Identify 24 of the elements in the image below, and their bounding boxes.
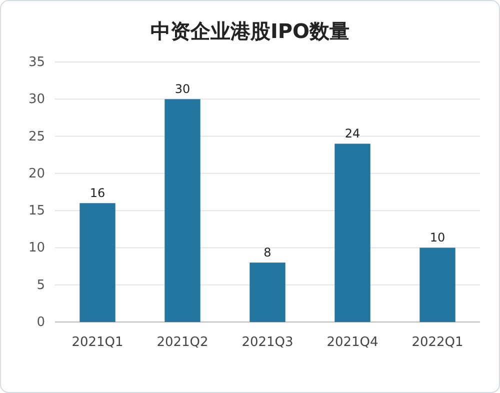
bar: [164, 99, 200, 322]
chart-title: 中资企业港股IPO数量: [150, 19, 350, 43]
data-label: 30: [174, 82, 190, 96]
x-tick-label: 2021Q3: [242, 335, 294, 350]
x-tick-label: 2021Q1: [72, 335, 124, 350]
bar: [250, 262, 286, 322]
data-label: 24: [344, 126, 360, 141]
y-tick-label: 35: [28, 55, 45, 70]
y-tick-label: 0: [36, 315, 45, 330]
y-tick-label: 15: [28, 204, 45, 219]
x-tick-label: 2022Q1: [412, 335, 464, 350]
y-tick-label: 30: [28, 92, 45, 108]
x-tick-label: 2021Q4: [326, 335, 378, 350]
y-tick-label: 20: [28, 166, 45, 182]
bar: [80, 203, 116, 322]
data-label: 8: [264, 246, 272, 260]
y-tick-label: 25: [28, 129, 45, 144]
data-label: 10: [430, 230, 446, 245]
y-tick-label: 5: [36, 278, 45, 293]
bar: [334, 144, 370, 322]
data-label: 16: [90, 186, 106, 200]
bar: [420, 248, 456, 322]
y-tick-label: 10: [28, 240, 45, 256]
x-tick-label: 2021Q2: [156, 335, 208, 350]
